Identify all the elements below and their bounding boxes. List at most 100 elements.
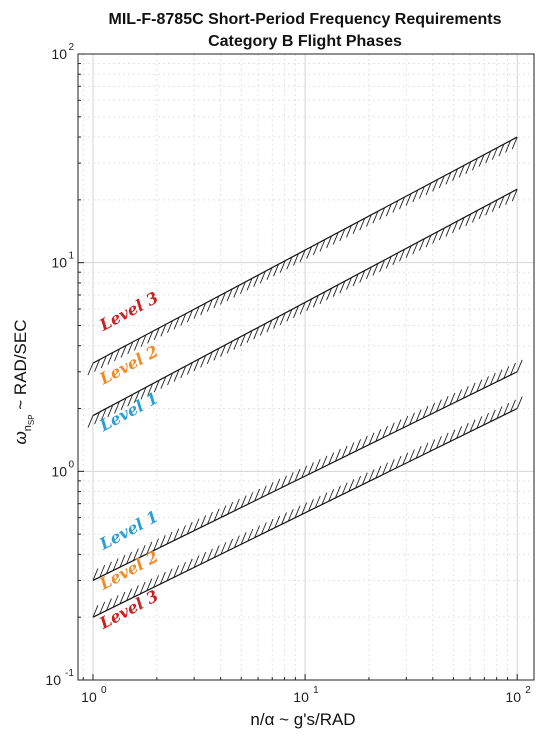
hatch-mark: [355, 475, 362, 489]
hatch-mark: [312, 295, 319, 308]
hatch-mark: [220, 542, 227, 555]
hatch-mark: [279, 312, 286, 326]
hatch-mark: [160, 376, 167, 389]
hatch-mark: [240, 281, 246, 295]
chart-title: MIL-F-8785C Short-Period Frequency Requi…: [109, 11, 502, 28]
x-tick-label: 10: [505, 689, 521, 705]
hatch-mark: [267, 518, 274, 532]
hatch-mark: [180, 525, 186, 538]
hatch-mark: [132, 585, 139, 598]
hatch-mark: [321, 455, 328, 469]
hatch-mark: [286, 309, 293, 322]
hatch-mark: [422, 442, 429, 456]
hatch-mark: [476, 416, 483, 429]
y-axis-label-sub: n: [22, 425, 34, 431]
hatch-mark: [489, 409, 496, 422]
hatch-mark: [412, 242, 419, 255]
hatch-mark: [119, 555, 126, 568]
hatch-mark: [388, 422, 395, 435]
hatch-mark: [469, 382, 476, 396]
hatch-mark: [339, 280, 346, 294]
hatch-mark: [442, 396, 449, 409]
hatch-mark: [328, 452, 335, 465]
hatch-mark: [240, 334, 246, 347]
hatch-mark: [167, 320, 173, 333]
y-axis-label-symbol: ω: [11, 431, 30, 444]
hatch-mark: [438, 227, 445, 241]
hatch-mark: [498, 196, 505, 209]
hatch-mark: [472, 158, 478, 171]
boundary-line: [92, 371, 518, 581]
hatch-mark: [273, 316, 279, 329]
hatch-mark: [254, 525, 260, 538]
hatch-mark: [510, 362, 516, 376]
hatch-mark: [253, 326, 260, 340]
hatch-mark: [308, 499, 314, 512]
hatch-mark: [220, 505, 227, 518]
hatch-mark: [462, 386, 469, 399]
hatch-mark: [425, 234, 432, 248]
hatch-mark: [274, 478, 281, 492]
hatch-mark: [306, 298, 313, 312]
hatch-mark: [326, 288, 333, 301]
hatch-mark: [346, 225, 352, 238]
y-tick-exponent: 1: [68, 251, 74, 262]
level-label: Level 1: [95, 388, 161, 435]
boundary-level2-lower: [92, 396, 523, 618]
hatch-mark: [346, 277, 352, 290]
hatch-mark: [332, 232, 339, 245]
hatch-mark: [293, 253, 299, 266]
hatch-mark: [87, 362, 94, 376]
hatch-mark: [146, 541, 153, 555]
y-tick-exponent: 2: [68, 42, 74, 53]
hatch-mark: [334, 485, 341, 499]
hatch-mark: [516, 396, 523, 409]
x-tick-exponent: 2: [525, 685, 531, 696]
hatch-mark: [435, 399, 442, 412]
hatch-mark: [186, 362, 193, 375]
hatch-mark: [106, 561, 112, 574]
hatch-mark: [465, 213, 472, 227]
hatch-mark: [392, 200, 399, 213]
hatch-mark: [359, 270, 366, 283]
hatch-mark: [341, 482, 348, 495]
hatch-mark: [120, 345, 127, 358]
hatch-mark: [206, 299, 213, 312]
hatch-mark: [247, 492, 254, 505]
hatch-mark: [200, 515, 207, 528]
hatch-mark: [259, 323, 266, 336]
hatch-mark: [458, 217, 465, 230]
hatch-mark: [409, 449, 415, 462]
hatch-mark: [260, 485, 267, 498]
hatch-mark: [511, 136, 518, 150]
hatch-mark: [281, 512, 287, 525]
hatch-mark: [299, 302, 306, 315]
hatch-mark: [173, 528, 180, 541]
hatch-mark: [361, 435, 368, 449]
boundary-level2-upper: [87, 136, 518, 376]
hatch-mark: [510, 399, 516, 413]
hatch-mark: [418, 238, 425, 251]
hatch-mark: [92, 605, 99, 618]
hatch-mark: [485, 203, 492, 216]
hatch-mark: [279, 260, 286, 273]
hatch-mark: [173, 317, 180, 330]
hatch-mark: [240, 495, 247, 508]
hatch-mark: [399, 196, 405, 210]
hatch-mark: [139, 581, 146, 595]
hatch-mark: [100, 355, 107, 369]
hatch-mark: [293, 305, 299, 319]
hatch-mark: [213, 348, 220, 361]
hatch-mark: [395, 455, 402, 469]
hatch-mark: [180, 365, 187, 379]
hatch-mark: [456, 389, 463, 402]
hatch-mark: [180, 313, 187, 326]
hatch-mark: [462, 422, 469, 436]
hatch-mark: [409, 412, 415, 425]
boundary-level1-upper: [87, 188, 518, 428]
hatch-mark: [253, 274, 260, 287]
hatch-mark: [432, 231, 439, 244]
hatch-mark: [119, 591, 126, 605]
